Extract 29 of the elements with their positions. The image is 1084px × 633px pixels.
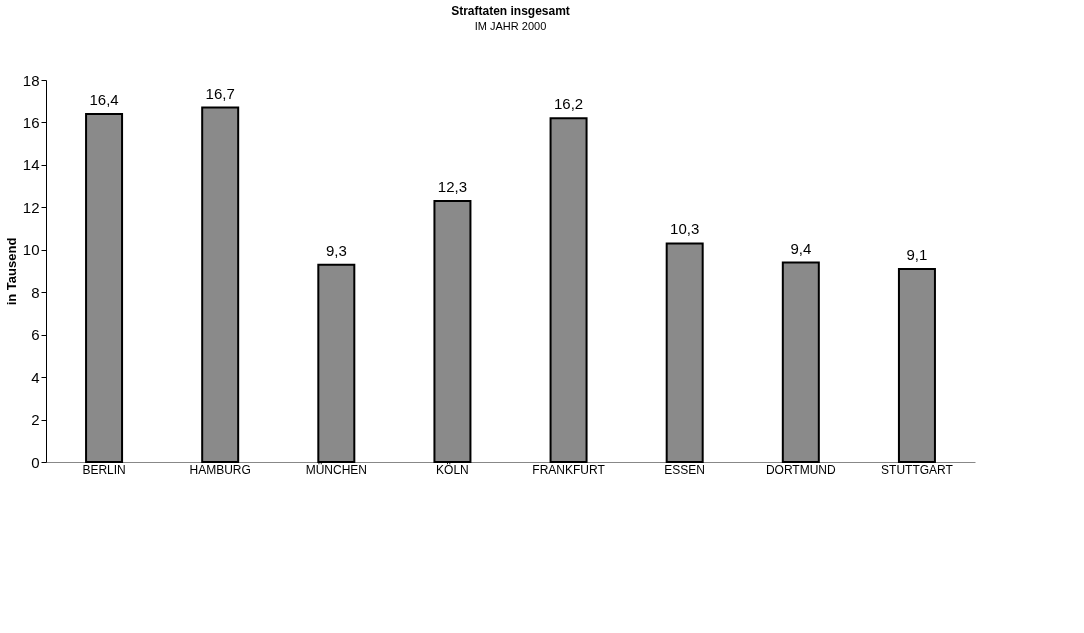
x-tick-label: HAMBURG	[189, 462, 251, 477]
x-tick-label: STUTTGART	[881, 462, 954, 477]
data-label: 9,4	[790, 239, 812, 257]
chart-subtitle: IM JAHR 2000	[474, 20, 547, 32]
data-label: 16,7	[205, 84, 235, 102]
y-tick-label: 4	[31, 368, 40, 386]
data-label: 12,3	[437, 177, 468, 195]
data-label: 9,3	[325, 241, 347, 259]
y-tick-label: 14	[22, 156, 40, 174]
x-tick-label: ESSEN	[664, 462, 706, 477]
data-label: 9,1	[906, 245, 928, 263]
data-label: 16,4	[89, 90, 119, 108]
y-tick-label: 6	[31, 326, 40, 344]
y-tick-label: 10	[22, 241, 40, 259]
x-tick-label: BERLIN	[82, 462, 126, 477]
y-axis-title: in Tausend	[3, 237, 19, 306]
y-tick-label: 2	[31, 411, 40, 429]
y-tick-label: 0	[31, 453, 40, 471]
x-tick-label: KÖLN	[436, 462, 469, 477]
x-tick-label: MÜNCHEN	[305, 462, 367, 477]
data-label: 10,3	[670, 220, 700, 238]
x-tick-label: DORTMUND	[765, 462, 837, 477]
y-tick-label: 16	[22, 113, 40, 131]
y-tick-label: 12	[22, 198, 40, 216]
chart-title: Straftaten insgesamt	[451, 4, 570, 18]
y-tick-label: 18	[22, 71, 40, 89]
x-tick-label: FRANKFURT	[532, 462, 606, 477]
data-label: 16,2	[553, 95, 584, 113]
y-tick-label: 8	[31, 283, 40, 301]
